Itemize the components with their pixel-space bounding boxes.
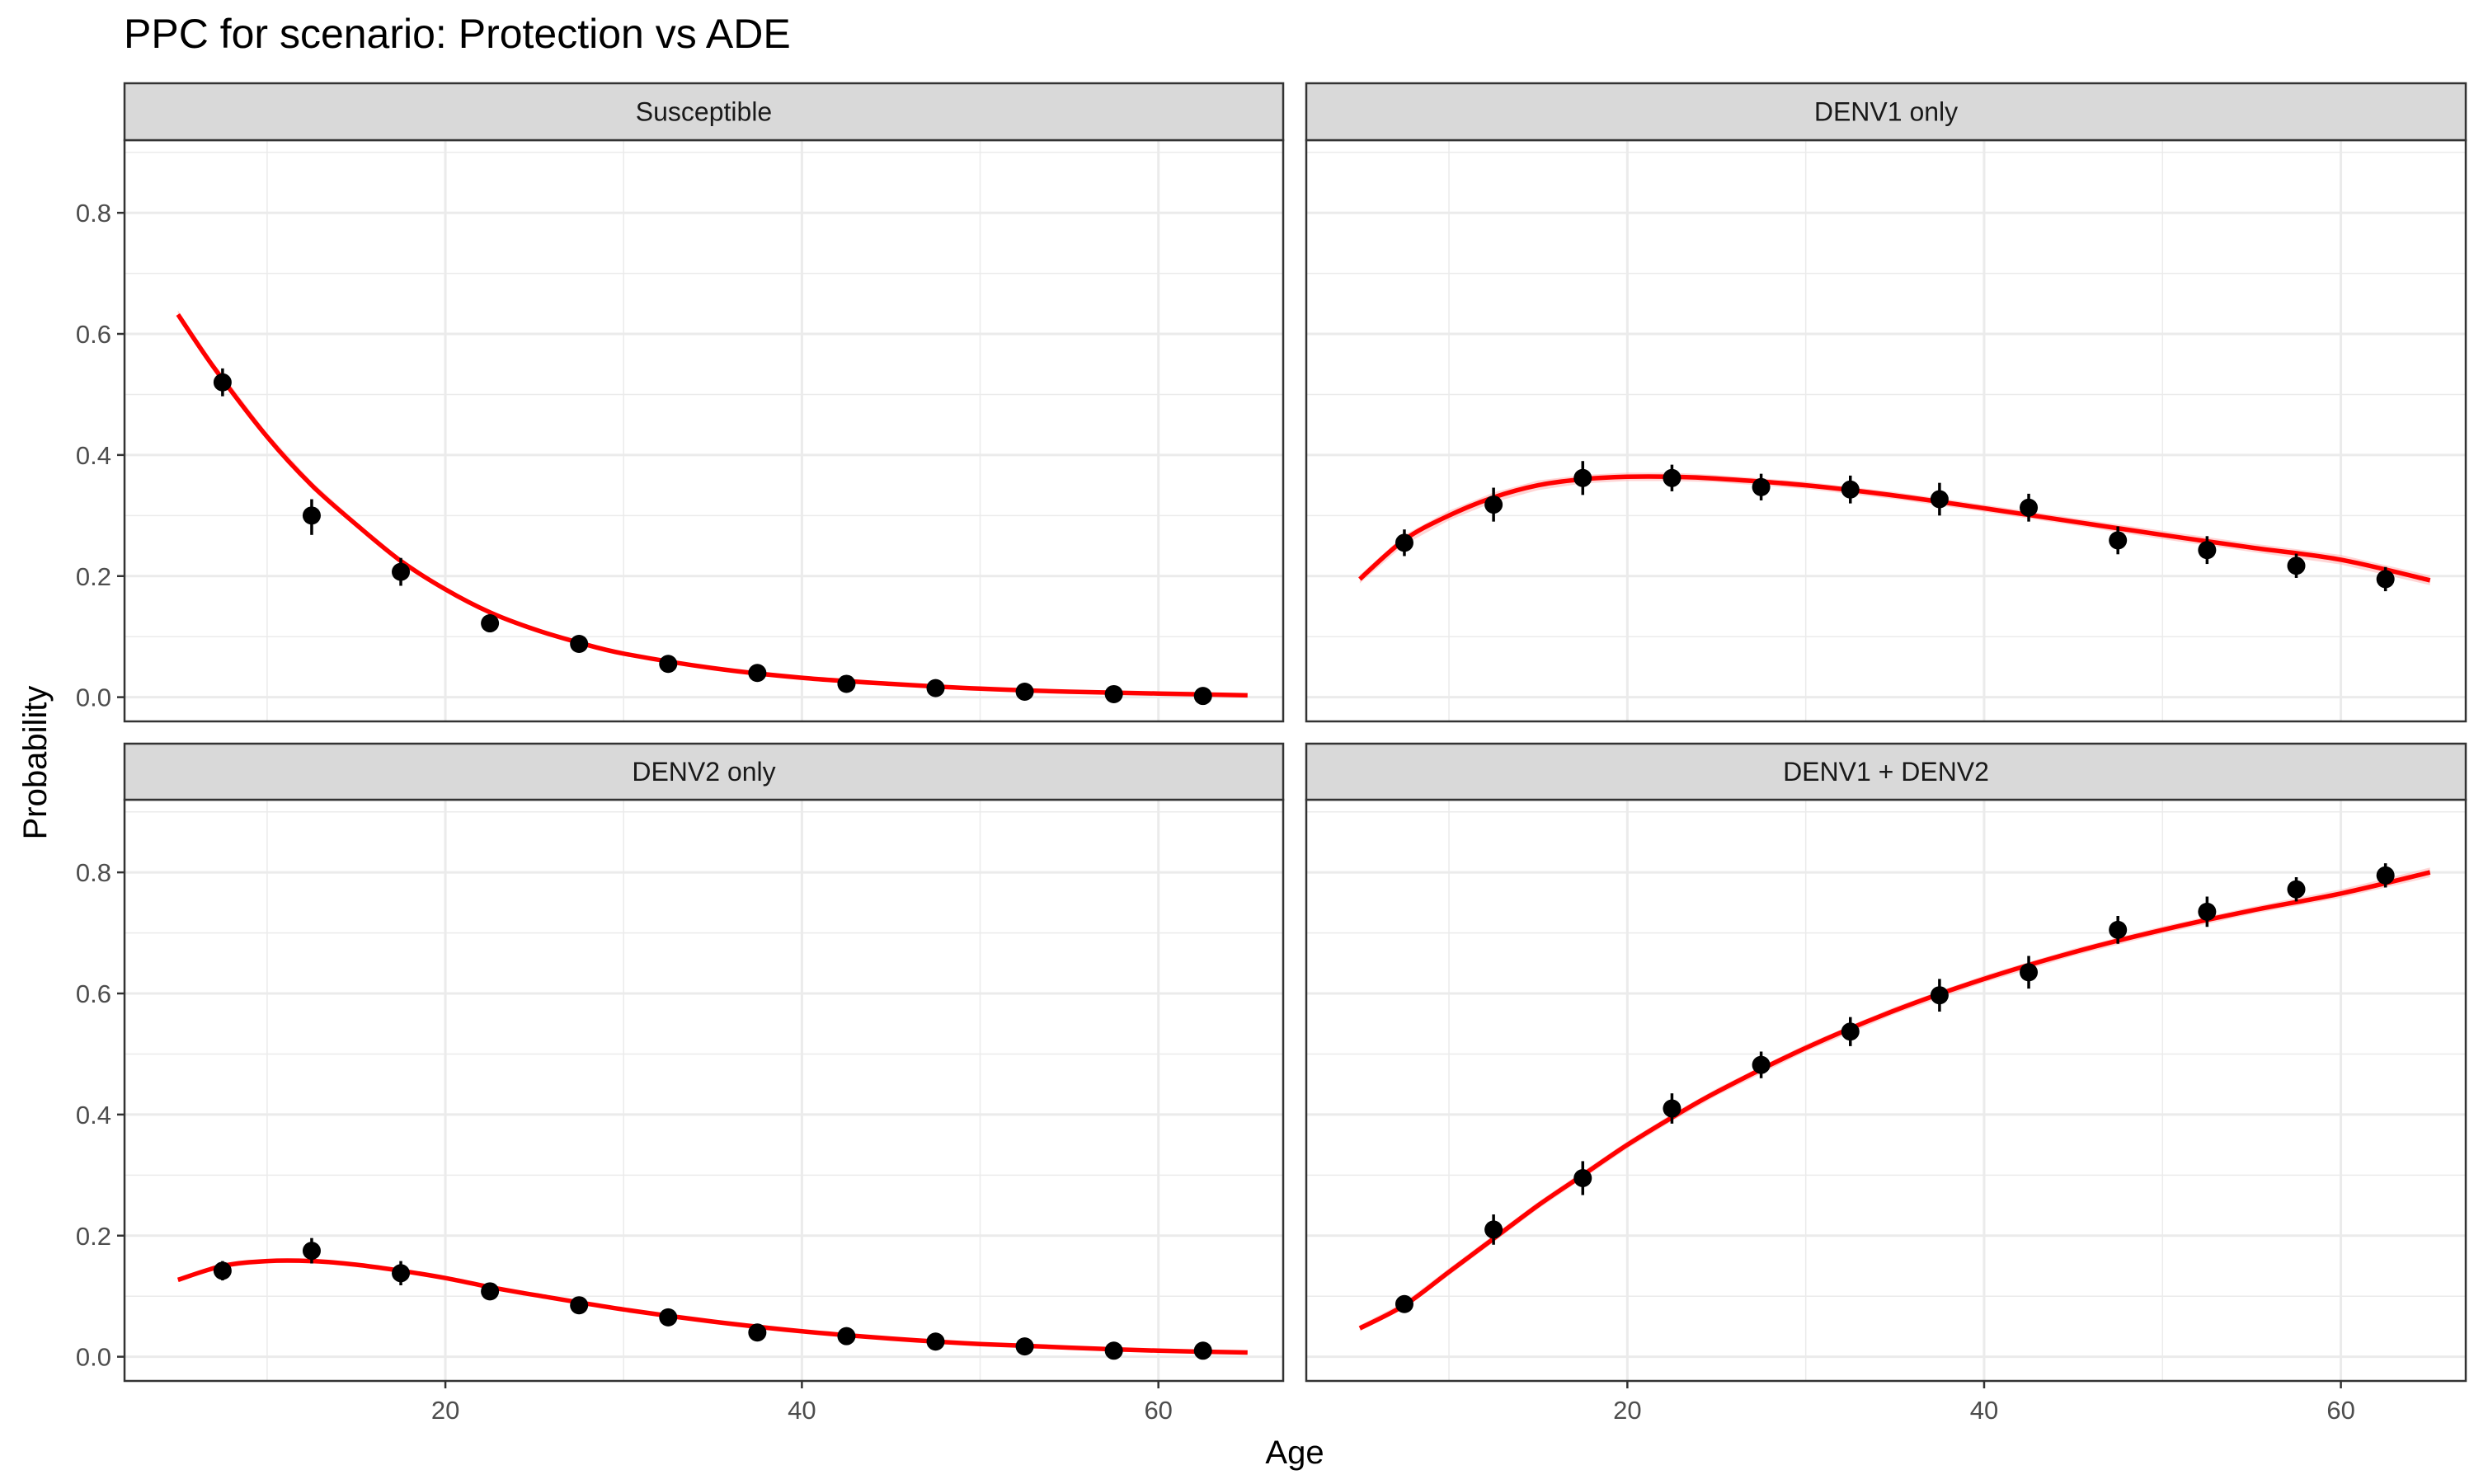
data-point <box>659 1308 678 1327</box>
data-point <box>926 679 945 697</box>
data-point <box>1752 477 1771 496</box>
data-point <box>2376 570 2395 589</box>
y-tick-label: 0.4 <box>76 1101 111 1129</box>
y-tick-label: 0.8 <box>76 858 111 887</box>
x-axis-title: Age <box>1265 1435 1324 1471</box>
data-point <box>1193 1341 1212 1360</box>
x-tick-label: 60 <box>1144 1396 1172 1425</box>
data-point <box>1104 684 1123 703</box>
data-point <box>213 373 232 392</box>
data-point <box>926 1332 945 1351</box>
facet-strip-label: DENV2 only <box>632 757 775 787</box>
data-point <box>570 635 589 653</box>
data-point <box>1573 1168 1592 1187</box>
data-point <box>2376 866 2395 885</box>
data-point <box>748 664 767 683</box>
facet-panel-1: Susceptible 0.0 0.2 0.4 0.6 0.8 <box>76 82 1285 723</box>
data-point <box>392 562 411 581</box>
facet-panels: Susceptible 0.0 0.2 0.4 0.6 0.8 DENV1 only DENV… <box>76 82 2467 1425</box>
panel-background <box>1306 800 2466 1381</box>
data-point <box>1484 1220 1503 1239</box>
x-tick-label: 40 <box>1970 1396 1998 1425</box>
y-tick-label: 0.6 <box>76 979 111 1008</box>
facet-panel-4: DENV1 + DENV2 20 40 60 <box>1305 742 2467 1425</box>
y-tick-label: 0.0 <box>76 1343 111 1372</box>
y-tick-label: 0.2 <box>76 562 111 591</box>
data-point <box>1841 1022 1860 1041</box>
data-point <box>748 1323 767 1342</box>
x-tick-label: 20 <box>431 1396 459 1425</box>
y-tick-label: 0.2 <box>76 1222 111 1251</box>
panel-background <box>125 140 1283 721</box>
data-point <box>392 1264 411 1283</box>
chart-title: PPC for scenario: Protection vs ADE <box>124 11 791 57</box>
data-point <box>2198 541 2217 560</box>
data-point <box>570 1296 589 1315</box>
data-point <box>1015 683 1034 702</box>
y-tick-label: 0.6 <box>76 320 111 349</box>
facet-panel-2: DENV1 only <box>1305 82 2467 723</box>
facet-strip-label: DENV1 only <box>1814 97 1958 127</box>
data-point <box>1663 468 1681 487</box>
data-point <box>302 1242 321 1261</box>
panel-background <box>125 800 1283 1381</box>
data-point <box>1573 468 1592 487</box>
data-point <box>2109 531 2128 550</box>
data-point <box>2287 880 2306 899</box>
data-point <box>1395 533 1413 552</box>
data-point <box>2287 556 2306 575</box>
facet-strip-label: Susceptible <box>636 97 772 127</box>
data-point <box>481 1282 500 1301</box>
data-point <box>837 674 856 693</box>
data-point <box>1841 480 1860 499</box>
facet-strip <box>123 742 1285 801</box>
data-point <box>1484 495 1503 514</box>
data-point <box>1930 986 1949 1005</box>
data-point <box>213 1261 232 1280</box>
data-point <box>2020 498 2039 517</box>
data-point <box>1752 1055 1771 1074</box>
data-point <box>837 1327 856 1345</box>
facet-strip <box>1305 742 2467 801</box>
facet-strip-label: DENV1 + DENV2 <box>1783 757 1989 787</box>
data-point <box>1663 1099 1681 1118</box>
data-point <box>1930 490 1949 509</box>
panel-background <box>1306 140 2466 721</box>
data-point <box>1395 1294 1413 1313</box>
data-point <box>2020 963 2039 982</box>
data-point <box>1015 1337 1034 1356</box>
data-point <box>2109 920 2128 939</box>
facet-panel-3: DENV2 only 0.0 0.2 0.4 0.6 0.8 20 40 60 <box>76 742 1285 1425</box>
x-tick-label: 60 <box>2326 1396 2354 1425</box>
y-tick-label: 0.4 <box>76 441 111 470</box>
data-point <box>1104 1341 1123 1360</box>
facet-strip <box>123 82 1285 142</box>
data-point <box>2198 902 2217 921</box>
facet-strip <box>1305 82 2467 142</box>
y-tick-label: 0.0 <box>76 683 111 712</box>
data-point <box>302 506 321 525</box>
data-point <box>1193 687 1212 706</box>
y-tick-label: 0.8 <box>76 199 111 228</box>
y-axis-title: Probability <box>17 686 54 840</box>
x-tick-label: 40 <box>788 1396 816 1425</box>
data-point <box>659 655 678 674</box>
x-tick-label: 20 <box>1613 1396 1641 1425</box>
data-point <box>481 614 500 633</box>
